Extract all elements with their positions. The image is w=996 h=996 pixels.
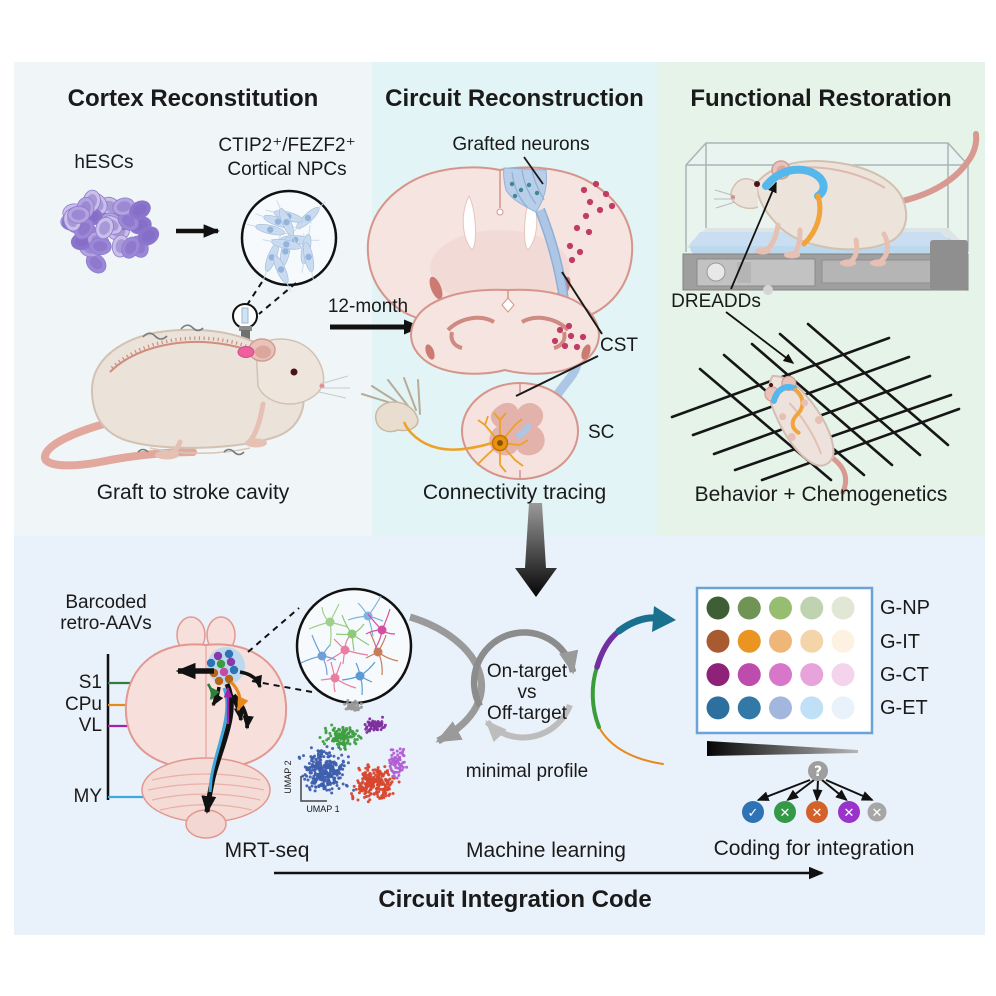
tremor-marks <box>137 324 245 456</box>
inset-connector-dashes-bottom <box>247 607 313 693</box>
barcoded-label-line1: Barcoded <box>65 592 147 613</box>
twelve-month-label: 12-month <box>327 296 409 317</box>
ml-cycle-line1: On-target <box>486 661 568 682</box>
decision-tree: ? ✓ ✕ ✕ ✕ ✕ <box>742 761 887 823</box>
legend-label-gct: G-CT <box>880 664 929 686</box>
caption-coding: Coding for integration <box>713 837 915 860</box>
umap-ylabel: UMAP 2 <box>283 760 293 794</box>
caption-functional: Behavior + Chemogenetics <box>694 483 948 506</box>
grafted-mouse-illustration <box>41 324 350 470</box>
npc-inset-circle <box>240 189 338 292</box>
dreadds-label: DREADDs <box>671 291 761 312</box>
flow-down-arrow <box>515 503 557 597</box>
grafted-neurons-label: Grafted neurons <box>452 134 590 155</box>
graft-region <box>503 167 547 213</box>
legend-label-gnp: G-NP <box>880 597 930 619</box>
harness-strap <box>801 193 823 247</box>
dreadd-band <box>762 165 828 200</box>
gradient-wedge <box>707 741 858 756</box>
title-functional: Functional Restoration <box>690 85 952 112</box>
hesc-label: hESCs <box>74 152 134 173</box>
dreadds-pointer-arrows <box>725 181 795 364</box>
barcoded-label-line2: retro-AAVs <box>60 613 152 634</box>
npc-label-line1: CTIP2⁺/FEZF2⁺ <box>218 135 356 156</box>
umap-xlabel: UMAP 1 <box>306 804 340 814</box>
caption-mrtseq: MRT-seq <box>224 839 310 862</box>
neuron-network-inset <box>295 587 413 705</box>
legend-label-get: G-ET <box>880 697 928 719</box>
umap-plot <box>297 699 409 804</box>
svg-text:✕: ✕ <box>872 806 883 821</box>
motor-neuron <box>402 412 529 473</box>
site-label-vl: VL <box>78 715 102 736</box>
title-cortex: Cortex Reconstitution <box>67 85 319 112</box>
brain-coronal-section-2 <box>410 288 600 375</box>
cycle-arrow-to-umap <box>408 613 485 745</box>
hesc-colony-illustration <box>60 189 160 274</box>
footer-title: Circuit Integration Code <box>378 886 652 913</box>
caption-machine-learning: Machine learning <box>466 839 626 862</box>
site-label-cpu: CPu <box>65 694 102 715</box>
site-label-s1: S1 <box>78 672 102 693</box>
caption-cortex: Graft to stroke cavity <box>96 481 290 504</box>
treadmill-mouse-illustration <box>714 131 980 267</box>
whisker-pad-paw <box>361 377 421 433</box>
projection-arrows <box>175 662 262 814</box>
panel-cortex-reconstitution <box>14 62 372 536</box>
title-circuit: Circuit Reconstruction <box>385 85 644 112</box>
ml-cycle-arrows <box>470 629 579 743</box>
inset-connector-dashes <box>246 281 297 315</box>
caption-circuit: Connectivity tracing <box>422 481 607 504</box>
ml-cycle-line3: Off-target <box>487 703 567 724</box>
svg-text:✕: ✕ <box>844 806 855 821</box>
site-label-my: MY <box>73 786 103 807</box>
minimal-profile-label: minimal profile <box>465 761 589 782</box>
barcode-legend-grid <box>695 586 874 735</box>
stroke-cavity-graft-spot <box>237 346 255 358</box>
sc-label: SC <box>588 422 615 443</box>
svg-text:✕: ✕ <box>780 806 791 821</box>
injection-magnifier-icon <box>232 303 258 352</box>
annotation-pointer-lines <box>515 156 603 397</box>
svg-text:?: ? <box>814 764 822 780</box>
legend-label-git: G-IT <box>880 631 920 653</box>
retrograde-label-dots <box>566 180 616 264</box>
npc-label-line2: Cortical NPCs <box>227 159 347 180</box>
grid-mouse-illustration <box>764 374 849 495</box>
svg-text:✓: ✓ <box>748 806 759 821</box>
dorsal-brain-illustration <box>124 616 288 839</box>
classifier-swoosh <box>590 606 676 765</box>
cst-label: CST <box>600 335 638 356</box>
svg-text:✕: ✕ <box>812 806 823 821</box>
ml-cycle-line2: vs <box>517 682 537 703</box>
brain-coronal-section-1 <box>366 166 634 324</box>
